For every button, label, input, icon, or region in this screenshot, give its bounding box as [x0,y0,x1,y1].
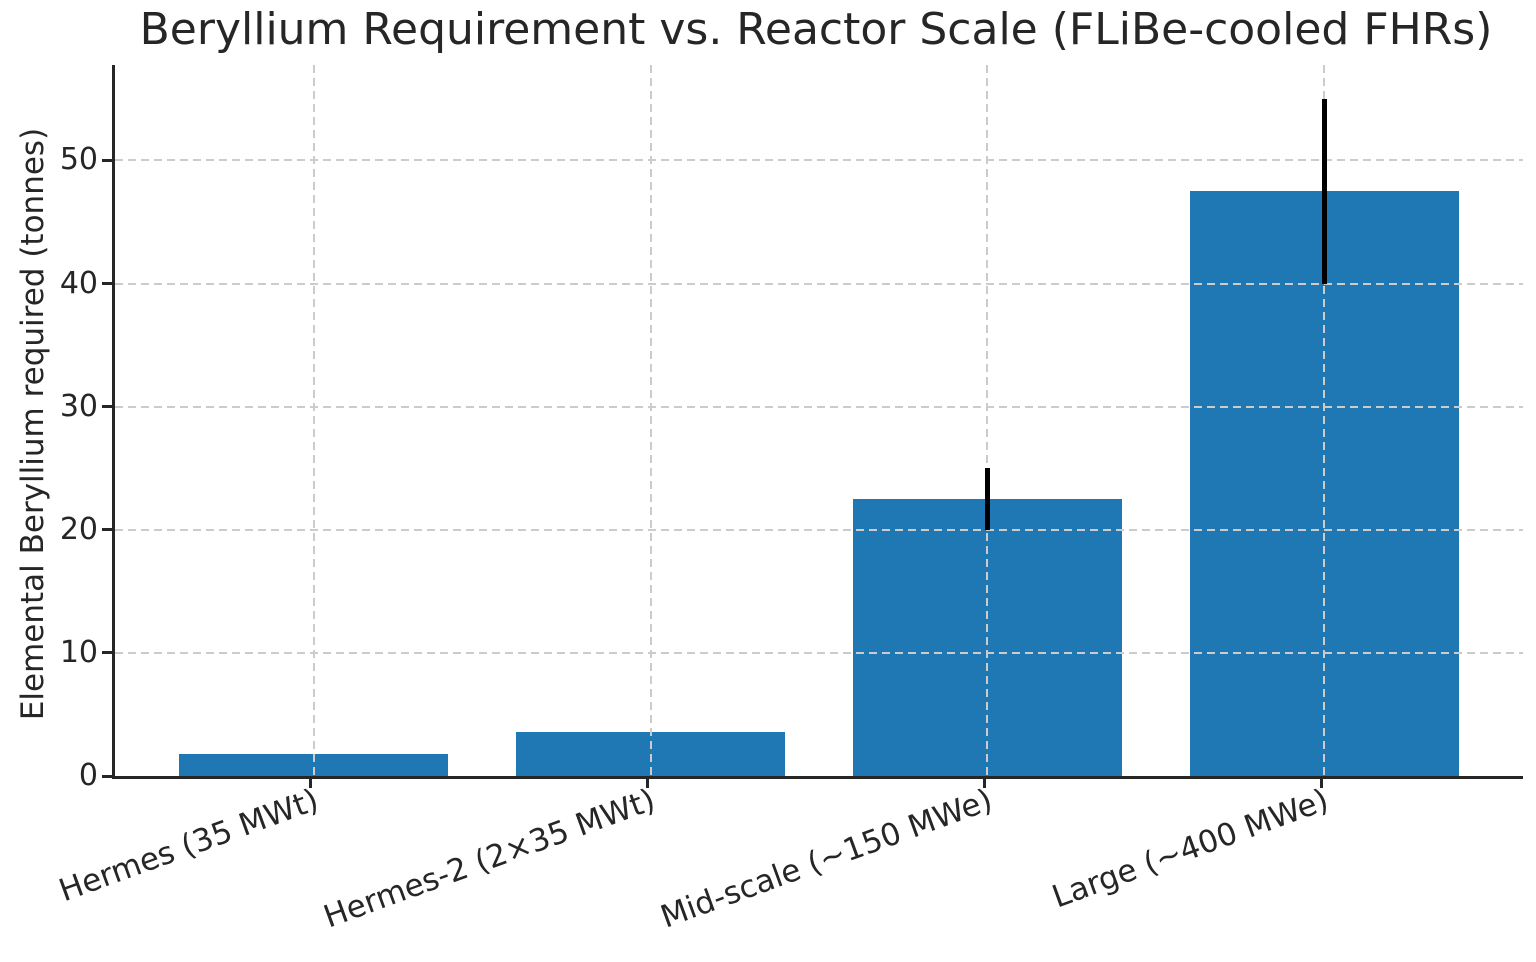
y-gridline-30 [115,405,1523,408]
error-bar-large-400-mwe [1321,98,1327,284]
y-gridline-50 [115,159,1523,162]
x-gridline-large-400-mwe [1323,65,1326,776]
plot-area [112,65,1523,779]
y-tick-label-10: 10 [59,634,98,670]
y-tick-label-30: 30 [59,388,98,424]
x-gridline-hermes-35-mwt [312,65,315,776]
x-gridline-hermes-2-2-35-mwt [649,65,652,776]
y-tick-40 [102,282,112,286]
x-tick-label-hermes-35-mwt: Hermes (35 MWt) [54,782,324,910]
y-tick-10 [102,651,112,655]
error-bar-mid-scale-150-mwe [984,468,990,530]
x-tick-hermes-35-mwt [309,779,313,788]
x-tick-label-mid-scale-150-mwe: Mid-scale (~150 MWe) [655,782,997,936]
y-tick-label-40: 40 [59,265,98,301]
x-tick-hermes-2-2-35-mwt [646,779,650,788]
x-gridline-mid-scale-150-mwe [986,65,989,776]
y-gridline-10 [115,651,1523,654]
x-tick-label-hermes-2-2-35-mwt: Hermes-2 (2×35 MWt) [319,782,660,936]
y-tick-50 [102,158,112,162]
y-tick-label-0: 0 [78,758,98,793]
x-tick-large-400-mwe [1319,779,1323,788]
y-tick-label-20: 20 [59,511,98,547]
y-gridline-20 [115,528,1523,531]
y-tick-20 [102,528,112,532]
chart-title: Beryllium Requirement vs. Reactor Scale … [139,4,1493,55]
y-tick-0 [102,774,112,778]
y-tick-label-50: 50 [59,142,98,178]
y-tick-30 [102,405,112,409]
y-gridline-40 [115,282,1523,285]
x-tick-mid-scale-150-mwe [982,779,986,788]
x-tick-label-large-400-mwe: Large (~400 MWe) [1047,782,1334,916]
